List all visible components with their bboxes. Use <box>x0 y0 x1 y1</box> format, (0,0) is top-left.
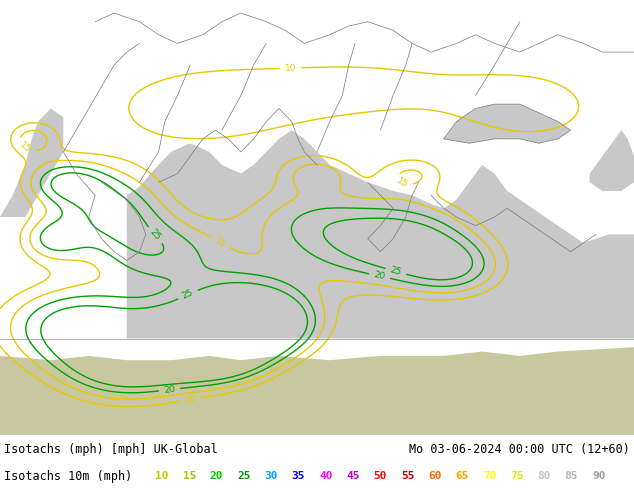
Text: 10: 10 <box>285 63 296 73</box>
Text: 75: 75 <box>510 471 524 481</box>
Text: Mo 03-06-2024 00:00 UTC (12+60): Mo 03-06-2024 00:00 UTC (12+60) <box>409 443 630 456</box>
Polygon shape <box>0 108 63 217</box>
Text: 55: 55 <box>401 471 415 481</box>
Text: 25: 25 <box>148 228 162 243</box>
Text: 10: 10 <box>155 471 169 481</box>
Text: 25: 25 <box>237 471 250 481</box>
Text: 40: 40 <box>319 471 332 481</box>
Polygon shape <box>444 104 571 143</box>
Text: 20: 20 <box>373 270 386 282</box>
Text: 15: 15 <box>213 236 228 249</box>
Text: 85: 85 <box>565 471 578 481</box>
Text: Isotachs 10m (mph): Isotachs 10m (mph) <box>4 469 133 483</box>
Text: 15: 15 <box>395 176 410 190</box>
Text: 15: 15 <box>18 140 33 154</box>
Polygon shape <box>127 130 634 339</box>
Text: 20: 20 <box>164 385 176 395</box>
Text: 60: 60 <box>428 471 442 481</box>
Text: 90: 90 <box>592 471 605 481</box>
Text: 70: 70 <box>482 471 496 481</box>
Polygon shape <box>0 347 634 434</box>
Text: 25: 25 <box>181 288 195 301</box>
Text: 25: 25 <box>389 266 403 277</box>
Text: 10: 10 <box>184 394 197 405</box>
Text: 65: 65 <box>455 471 469 481</box>
Text: 80: 80 <box>538 471 551 481</box>
Text: Isotachs (mph) [mph] UK-Global: Isotachs (mph) [mph] UK-Global <box>4 443 217 456</box>
Polygon shape <box>590 130 634 191</box>
Text: 30: 30 <box>264 471 278 481</box>
Text: 45: 45 <box>346 471 360 481</box>
Text: 20: 20 <box>210 471 223 481</box>
Text: 15: 15 <box>183 471 196 481</box>
Text: 50: 50 <box>373 471 387 481</box>
Text: 35: 35 <box>292 471 305 481</box>
